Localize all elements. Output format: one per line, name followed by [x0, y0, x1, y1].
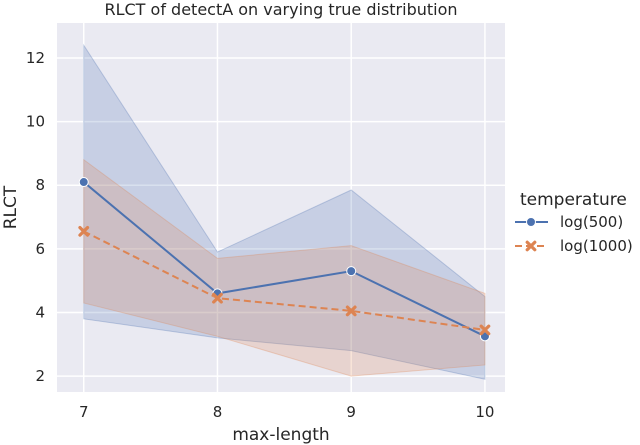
y-tick-label: 10 — [26, 113, 45, 131]
grid — [57, 23, 505, 392]
data-point — [345, 305, 357, 317]
x-marker — [479, 324, 491, 336]
y-tick-label: 8 — [35, 176, 45, 194]
y-tick-label: 12 — [26, 49, 45, 67]
data-point — [78, 177, 89, 188]
legend-entry-label: log(1000) — [560, 237, 633, 255]
ci-band — [83, 158, 486, 377]
legend-entry-label: log(500) — [560, 213, 623, 231]
x-marker — [345, 305, 357, 317]
data-point — [479, 324, 491, 336]
legend-title: temperature — [520, 190, 627, 210]
legend-marker — [526, 217, 536, 227]
confidence-bands — [83, 43, 486, 380]
x-marker — [212, 292, 223, 304]
x-tick-label: 10 — [475, 403, 494, 421]
tick-labels: 7 8 9 10 2 4 6 8 10 12 — [26, 49, 495, 421]
x-tick-label: 8 — [213, 403, 223, 421]
series-line — [83, 181, 486, 338]
y-tick-label: 6 — [35, 240, 45, 258]
series-markers — [78, 177, 491, 342]
x-tick-label: 9 — [346, 403, 356, 421]
data-point — [78, 225, 90, 237]
x-tick-label: 7 — [79, 403, 89, 421]
y-axis-label: RLCT — [1, 185, 21, 229]
data-point — [346, 266, 357, 277]
legend: temperature log(500) log(1000) — [515, 190, 633, 255]
legend-marker — [525, 240, 537, 252]
y-tick-label: 4 — [35, 303, 45, 321]
plot-area — [57, 23, 505, 392]
y-tick-label: 2 — [35, 367, 45, 385]
series-lines — [83, 181, 486, 338]
x-marker — [78, 225, 90, 237]
chart-title: RLCT of detectA on varying true distribu… — [104, 0, 457, 19]
data-point — [212, 292, 223, 304]
ci-band — [83, 43, 486, 380]
x-axis-label: max-length — [232, 425, 329, 445]
